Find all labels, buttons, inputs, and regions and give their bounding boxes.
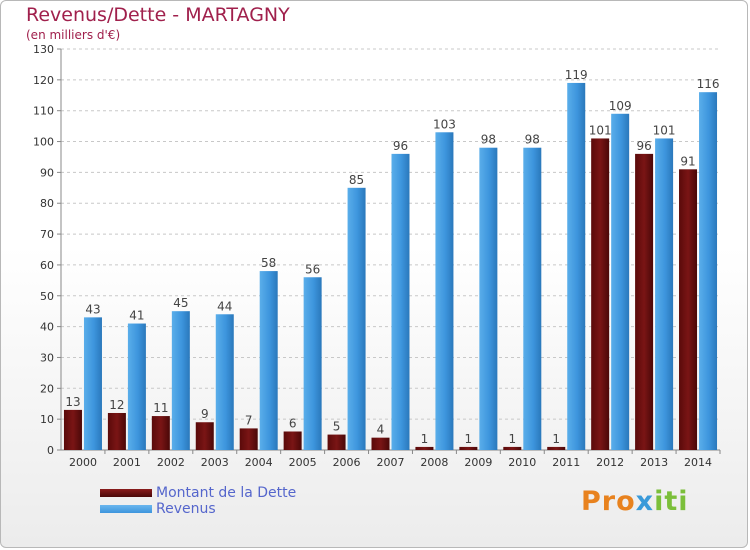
data-label-revenus: 98 <box>525 133 540 147</box>
bar-dette <box>151 416 170 450</box>
x-tick-label: 2008 <box>420 456 448 469</box>
bar-dette <box>195 422 214 450</box>
data-label-revenus: 43 <box>85 302 100 316</box>
bar-dette <box>635 153 654 450</box>
bar-dette <box>63 409 82 450</box>
x-tick-label: 2002 <box>157 456 185 469</box>
data-label-revenus: 41 <box>129 309 144 323</box>
y-tick-label: 10 <box>40 413 54 426</box>
x-tick-label: 2012 <box>596 456 624 469</box>
bar-dette <box>415 446 434 450</box>
bar-revenus <box>303 277 322 450</box>
x-tick-label: 2000 <box>69 456 97 469</box>
y-tick-label: 20 <box>40 382 54 395</box>
data-label-dette: 9 <box>201 407 209 421</box>
data-label-revenus: 109 <box>609 99 632 113</box>
data-label-revenus: 96 <box>393 139 408 153</box>
y-tick-label: 50 <box>40 290 54 303</box>
y-tick-label: 80 <box>40 197 54 210</box>
y-tick-label: 130 <box>33 43 54 56</box>
data-label-dette: 11 <box>153 401 168 415</box>
y-tick-label: 30 <box>40 351 54 364</box>
data-label-dette: 4 <box>377 423 385 437</box>
y-tick-label: 90 <box>40 166 54 179</box>
bar-revenus <box>347 187 366 451</box>
x-tick-label: 2004 <box>245 456 273 469</box>
y-tick-label: 100 <box>33 136 54 149</box>
bar-dette <box>547 446 566 450</box>
data-label-dette: 6 <box>289 416 297 430</box>
data-label-revenus: 98 <box>481 133 496 147</box>
data-label-dette: 96 <box>636 139 651 153</box>
y-tick-label: 120 <box>33 74 54 87</box>
bar-dette <box>371 437 390 450</box>
bar-revenus <box>171 311 190 450</box>
data-label-dette: 5 <box>333 420 341 434</box>
data-label-dette: 1 <box>421 432 429 446</box>
chart-subtitle: (en milliers d'€) <box>26 28 121 42</box>
legend-swatch-revenus <box>100 505 152 513</box>
data-label-dette: 1 <box>552 432 560 446</box>
bar-revenus <box>435 132 454 451</box>
x-tick-label: 2003 <box>201 456 229 469</box>
data-label-dette: 101 <box>589 123 612 137</box>
x-tick-label: 2013 <box>640 456 668 469</box>
x-tick-label: 2001 <box>113 456 141 469</box>
data-label-dette: 13 <box>65 395 80 409</box>
bar-revenus <box>479 147 498 450</box>
data-label-dette: 1 <box>465 432 473 446</box>
legend-label-revenus: Revenus <box>156 501 216 517</box>
bar-revenus <box>611 113 630 451</box>
bar-revenus <box>391 153 410 450</box>
proxiti-logo: Proxiti <box>581 486 689 517</box>
legend-swatch-dette <box>100 489 152 497</box>
bar-revenus <box>567 82 586 450</box>
bar-dette <box>679 169 698 451</box>
y-tick-label: 40 <box>40 321 54 334</box>
data-label-revenus: 119 <box>565 68 588 82</box>
bar-revenus <box>655 138 674 450</box>
bar-revenus <box>523 147 542 450</box>
y-tick-label: 110 <box>33 105 54 118</box>
bar-revenus <box>215 314 234 450</box>
x-tick-label: 2007 <box>377 456 405 469</box>
data-label-revenus: 45 <box>173 296 188 310</box>
data-label-revenus: 56 <box>305 262 320 276</box>
data-label-revenus: 103 <box>433 117 456 131</box>
x-tick-label: 2005 <box>289 456 317 469</box>
x-tick-label: 2009 <box>464 456 492 469</box>
bar-dette <box>503 446 522 450</box>
bar-revenus <box>83 317 102 450</box>
y-tick-label: 60 <box>40 259 54 272</box>
bar-dette <box>591 138 610 450</box>
data-label-dette: 12 <box>109 398 124 412</box>
bar-revenus <box>127 323 146 450</box>
bar-revenus <box>699 92 718 450</box>
data-label-revenus: 116 <box>697 77 720 91</box>
data-label-dette: 7 <box>245 413 253 427</box>
x-tick-label: 2010 <box>508 456 536 469</box>
bar-dette <box>283 431 302 450</box>
data-label-revenus: 58 <box>261 256 276 270</box>
bar-dette <box>107 412 126 450</box>
bar-dette <box>459 446 478 450</box>
data-label-revenus: 44 <box>217 299 232 313</box>
x-tick-label: 2011 <box>552 456 580 469</box>
y-tick-label: 70 <box>40 228 54 241</box>
bar-revenus <box>259 271 278 450</box>
y-tick-label: 0 <box>47 444 54 457</box>
legend-label-dette: Montant de la Dette <box>156 485 297 501</box>
data-label-revenus: 101 <box>653 123 676 137</box>
x-tick-label: 2014 <box>684 456 712 469</box>
data-label-dette: 91 <box>680 154 695 168</box>
data-label-revenus: 85 <box>349 173 364 187</box>
bar-dette <box>239 428 258 450</box>
x-tick-label: 2006 <box>333 456 361 469</box>
bar-dette <box>327 434 346 450</box>
data-label-dette: 1 <box>508 432 516 446</box>
chart-title: Revenus/Dette - MARTAGNY <box>26 4 290 26</box>
